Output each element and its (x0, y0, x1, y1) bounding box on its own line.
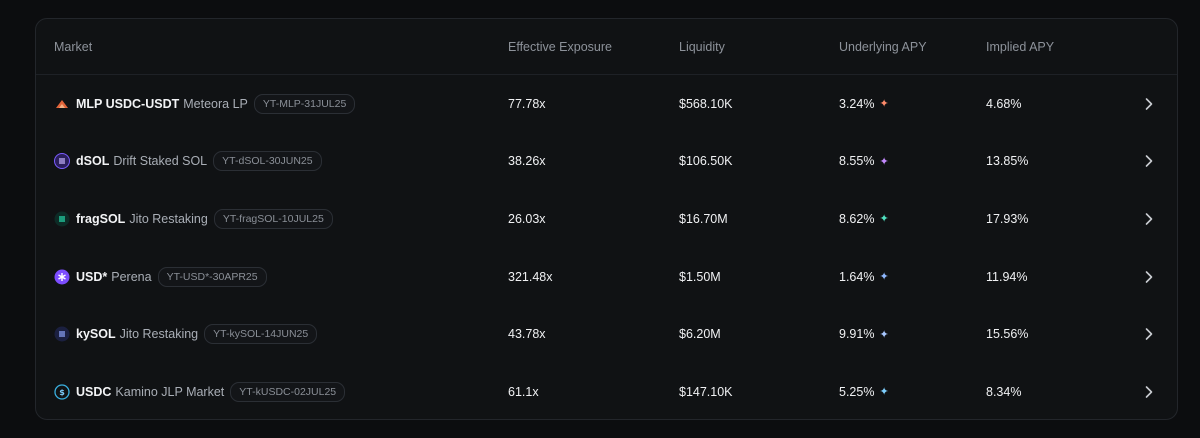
market-symbol: MLP USDC-USDT (76, 96, 180, 111)
underlying-apy-cell: 8.55% ✦ (839, 154, 889, 168)
underlying-apy-value: 9.91% (839, 327, 875, 342)
market-tag-badge: YT-fragSOL-10JUL25 (213, 208, 333, 229)
market-name: Kamino JLP Market (115, 384, 225, 399)
sparkle-icon[interactable]: ✦ (879, 386, 889, 399)
market-cell: fragSOL Jito Restaking YT-fragSOL-10JUL2… (54, 208, 333, 229)
market-symbol: fragSOL (76, 211, 126, 226)
header-liquidity[interactable]: Liquidity (679, 40, 725, 54)
market-cell: USD* Perena YT-USD*-30APR25 (54, 266, 267, 287)
market-symbol: USDC (76, 384, 112, 399)
market-tag-badge: YT-kySOL-14JUN25 (204, 324, 318, 345)
header-effective-exposure[interactable]: Effective Exposure (508, 40, 612, 54)
svg-text:$: $ (59, 388, 65, 397)
fragsol-icon (54, 211, 70, 227)
underlying-apy-value: 3.24% (839, 96, 875, 111)
implied-apy-value: 13.85% (986, 154, 1029, 169)
sparkle-icon[interactable]: ✦ (879, 98, 889, 111)
effective-exposure-value: 43.78x (508, 327, 546, 342)
chevron-right-icon[interactable] (1144, 212, 1154, 226)
liquidity-value: $1.50M (679, 269, 721, 284)
table-body: MLP USDC-USDT Meteora LP YT-MLP-31JUL25 … (36, 75, 1177, 419)
market-name: Meteora LP (183, 96, 248, 111)
liquidity-value: $6.20M (679, 327, 721, 342)
chevron-right-icon[interactable] (1144, 97, 1154, 111)
meteora-lp-icon (54, 96, 70, 112)
effective-exposure-value: 321.48x (508, 269, 553, 284)
market-tag-badge: YT-kUSDC-02JUL25 (230, 381, 346, 402)
implied-apy-value: 8.34% (986, 384, 1022, 399)
perena-icon (54, 269, 70, 285)
sparkle-icon[interactable]: ✦ (879, 155, 889, 168)
markets-table: Market Effective Exposure Liquidity Unde… (35, 18, 1178, 420)
chevron-right-icon[interactable] (1144, 270, 1154, 284)
effective-exposure-value: 26.03x (508, 211, 546, 226)
market-cell: dSOL Drift Staked SOL YT-dSOL-30JUN25 (54, 151, 322, 172)
header-underlying-apy[interactable]: Underlying APY (839, 40, 927, 54)
table-row[interactable]: dSOL Drift Staked SOL YT-dSOL-30JUN25 38… (36, 133, 1177, 191)
table-row[interactable]: USD* Perena YT-USD*-30APR25 321.48x $1.5… (36, 248, 1177, 306)
underlying-apy-value: 8.55% (839, 154, 875, 169)
chevron-right-icon[interactable] (1144, 385, 1154, 399)
market-tag-badge: YT-dSOL-30JUN25 (213, 151, 322, 172)
market-symbol: kySOL (76, 327, 116, 342)
table-header: Market Effective Exposure Liquidity Unde… (36, 19, 1177, 75)
market-cell: MLP USDC-USDT Meteora LP YT-MLP-31JUL25 (54, 93, 356, 114)
liquidity-value: $147.10K (679, 384, 733, 399)
underlying-apy-value: 5.25% (839, 384, 875, 399)
sparkle-icon[interactable]: ✦ (879, 271, 889, 284)
table-row[interactable]: fragSOL Jito Restaking YT-fragSOL-10JUL2… (36, 190, 1177, 248)
underlying-apy-cell: 8.62% ✦ (839, 212, 889, 226)
kamino-usdc-icon: $ (54, 384, 70, 400)
chevron-right-icon[interactable] (1144, 154, 1154, 168)
implied-apy-value: 4.68% (986, 96, 1022, 111)
implied-apy-value: 11.94% (986, 269, 1028, 284)
sparkle-icon[interactable]: ✦ (879, 328, 889, 341)
underlying-apy-cell: 1.64% ✦ (839, 270, 889, 284)
underlying-apy-cell: 3.24% ✦ (839, 97, 889, 111)
implied-apy-value: 17.93% (986, 211, 1029, 226)
effective-exposure-value: 61.1x (508, 384, 539, 399)
market-tag-badge: YT-USD*-30APR25 (157, 266, 267, 287)
header-market[interactable]: Market (54, 40, 93, 54)
implied-apy-value: 15.56% (986, 327, 1029, 342)
effective-exposure-value: 38.26x (508, 154, 546, 169)
market-name: Jito Restaking (119, 327, 199, 342)
market-name: Drift Staked SOL (113, 154, 208, 169)
underlying-apy-value: 1.64% (839, 269, 875, 284)
market-name: Jito Restaking (129, 211, 208, 226)
market-cell: $ USDC Kamino JLP Market YT-kUSDC-02JUL2… (54, 381, 346, 402)
market-cell: kySOL Jito Restaking YT-kySOL-14JUN25 (54, 324, 318, 345)
table-row[interactable]: kySOL Jito Restaking YT-kySOL-14JUN25 43… (36, 305, 1177, 363)
effective-exposure-value: 77.78x (508, 96, 546, 111)
market-symbol: USD* (76, 269, 108, 284)
liquidity-value: $16.70M (679, 211, 728, 226)
liquidity-value: $106.50K (679, 154, 733, 169)
market-tag-badge: YT-MLP-31JUL25 (253, 93, 356, 114)
underlying-apy-cell: 9.91% ✦ (839, 327, 889, 341)
underlying-apy-cell: 5.25% ✦ (839, 385, 889, 399)
sparkle-icon[interactable]: ✦ (879, 213, 889, 226)
market-name: Perena (111, 269, 152, 284)
kysol-icon (54, 326, 70, 342)
liquidity-value: $568.10K (679, 96, 733, 111)
table-row[interactable]: MLP USDC-USDT Meteora LP YT-MLP-31JUL25 … (36, 75, 1177, 133)
table-row[interactable]: $ USDC Kamino JLP Market YT-kUSDC-02JUL2… (36, 363, 1177, 419)
header-implied-apy[interactable]: Implied APY (986, 40, 1055, 54)
chevron-right-icon[interactable] (1144, 327, 1154, 341)
underlying-apy-value: 8.62% (839, 211, 875, 226)
market-symbol: dSOL (76, 154, 110, 169)
dsol-icon (54, 153, 70, 170)
